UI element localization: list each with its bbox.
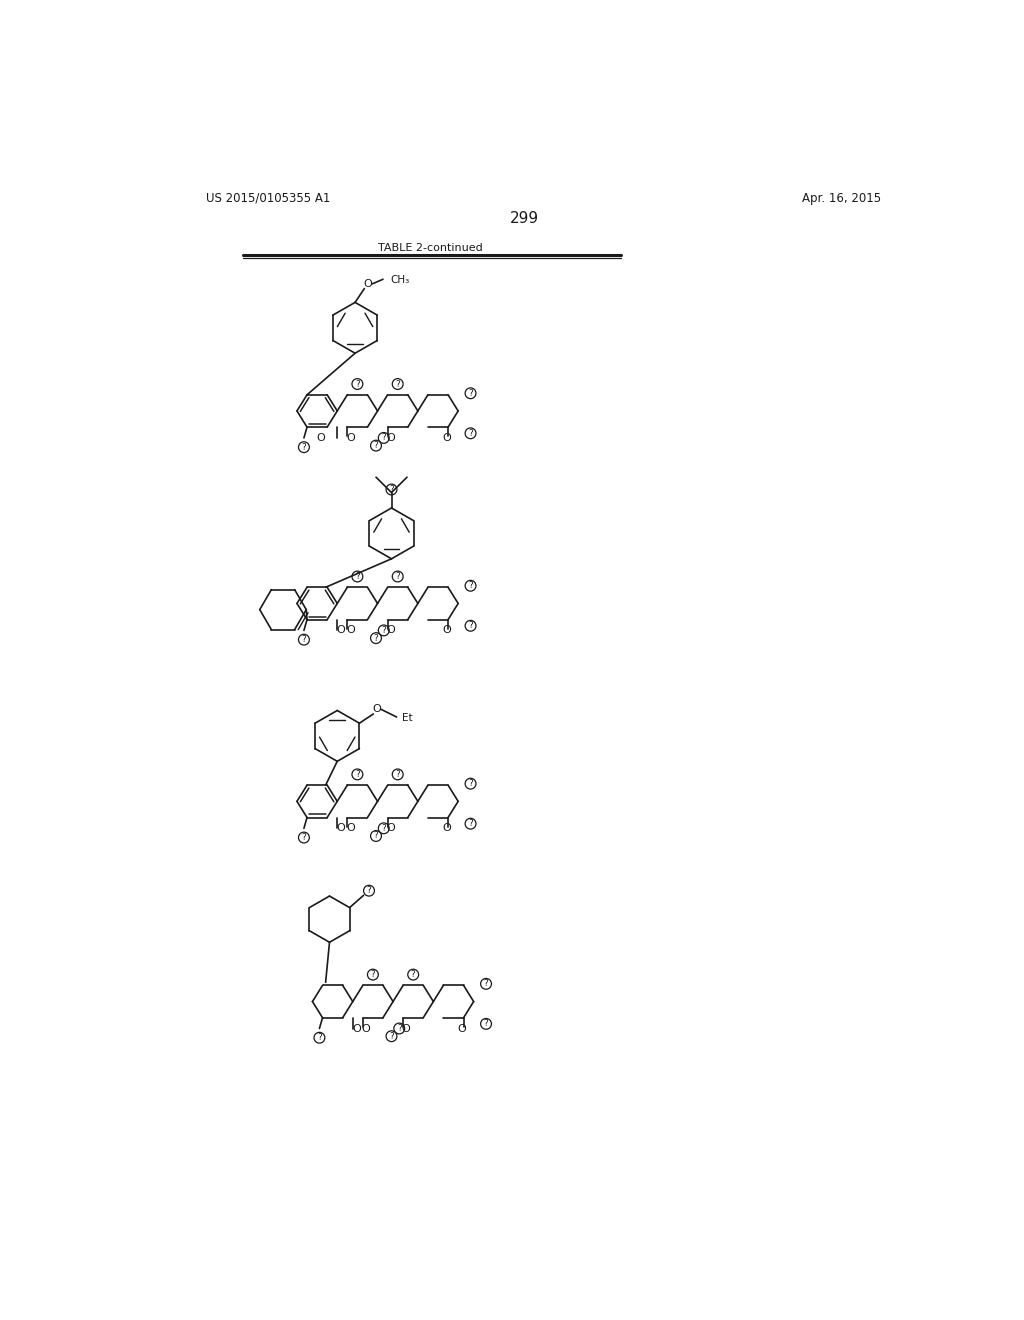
Text: ?: ? (355, 770, 359, 779)
Text: ?: ? (367, 886, 372, 895)
Text: ?: ? (301, 833, 306, 842)
Text: O: O (316, 433, 326, 444)
Text: ?: ? (374, 441, 379, 450)
Text: ?: ? (381, 824, 386, 833)
Text: O: O (442, 824, 451, 833)
Text: O: O (373, 705, 382, 714)
Text: ?: ? (389, 1032, 394, 1040)
Text: 299: 299 (510, 211, 540, 226)
Text: ?: ? (468, 429, 473, 438)
Text: O: O (337, 626, 345, 635)
Text: ?: ? (374, 634, 379, 643)
Text: O: O (386, 626, 395, 635)
Text: ?: ? (395, 770, 400, 779)
Text: O: O (361, 1023, 371, 1034)
Text: ?: ? (395, 380, 400, 388)
Text: O: O (442, 433, 451, 444)
Text: ?: ? (317, 1034, 322, 1043)
Text: ?: ? (389, 484, 394, 494)
Text: O: O (386, 433, 395, 444)
Text: O: O (386, 824, 395, 833)
Text: ?: ? (483, 979, 488, 989)
Text: Apr. 16, 2015: Apr. 16, 2015 (802, 191, 882, 205)
Text: ?: ? (355, 572, 359, 581)
Text: ?: ? (355, 380, 359, 388)
Text: ?: ? (468, 779, 473, 788)
Text: O: O (401, 1023, 411, 1034)
Text: O: O (364, 279, 373, 289)
Text: O: O (337, 824, 345, 833)
Text: Et: Et (402, 713, 413, 723)
Text: O: O (346, 824, 354, 833)
Text: TABLE 2-continued: TABLE 2-continued (378, 243, 482, 253)
Text: ?: ? (483, 1019, 488, 1028)
Text: ?: ? (371, 970, 375, 979)
Text: ?: ? (468, 389, 473, 397)
Text: CH₃: CH₃ (391, 275, 410, 285)
Text: ?: ? (395, 572, 400, 581)
Text: O: O (352, 1023, 361, 1034)
Text: ?: ? (411, 970, 416, 979)
Text: ?: ? (301, 442, 306, 451)
Text: ?: ? (381, 626, 386, 635)
Text: O: O (346, 433, 354, 444)
Text: ?: ? (468, 820, 473, 828)
Text: O: O (442, 626, 451, 635)
Text: O: O (458, 1023, 466, 1034)
Text: ?: ? (301, 635, 306, 644)
Text: O: O (346, 626, 354, 635)
Text: ?: ? (374, 832, 379, 841)
Text: ?: ? (397, 1024, 401, 1034)
Text: ?: ? (468, 581, 473, 590)
Text: ?: ? (381, 433, 386, 442)
Text: ?: ? (468, 622, 473, 630)
Text: US 2015/0105355 A1: US 2015/0105355 A1 (206, 191, 330, 205)
